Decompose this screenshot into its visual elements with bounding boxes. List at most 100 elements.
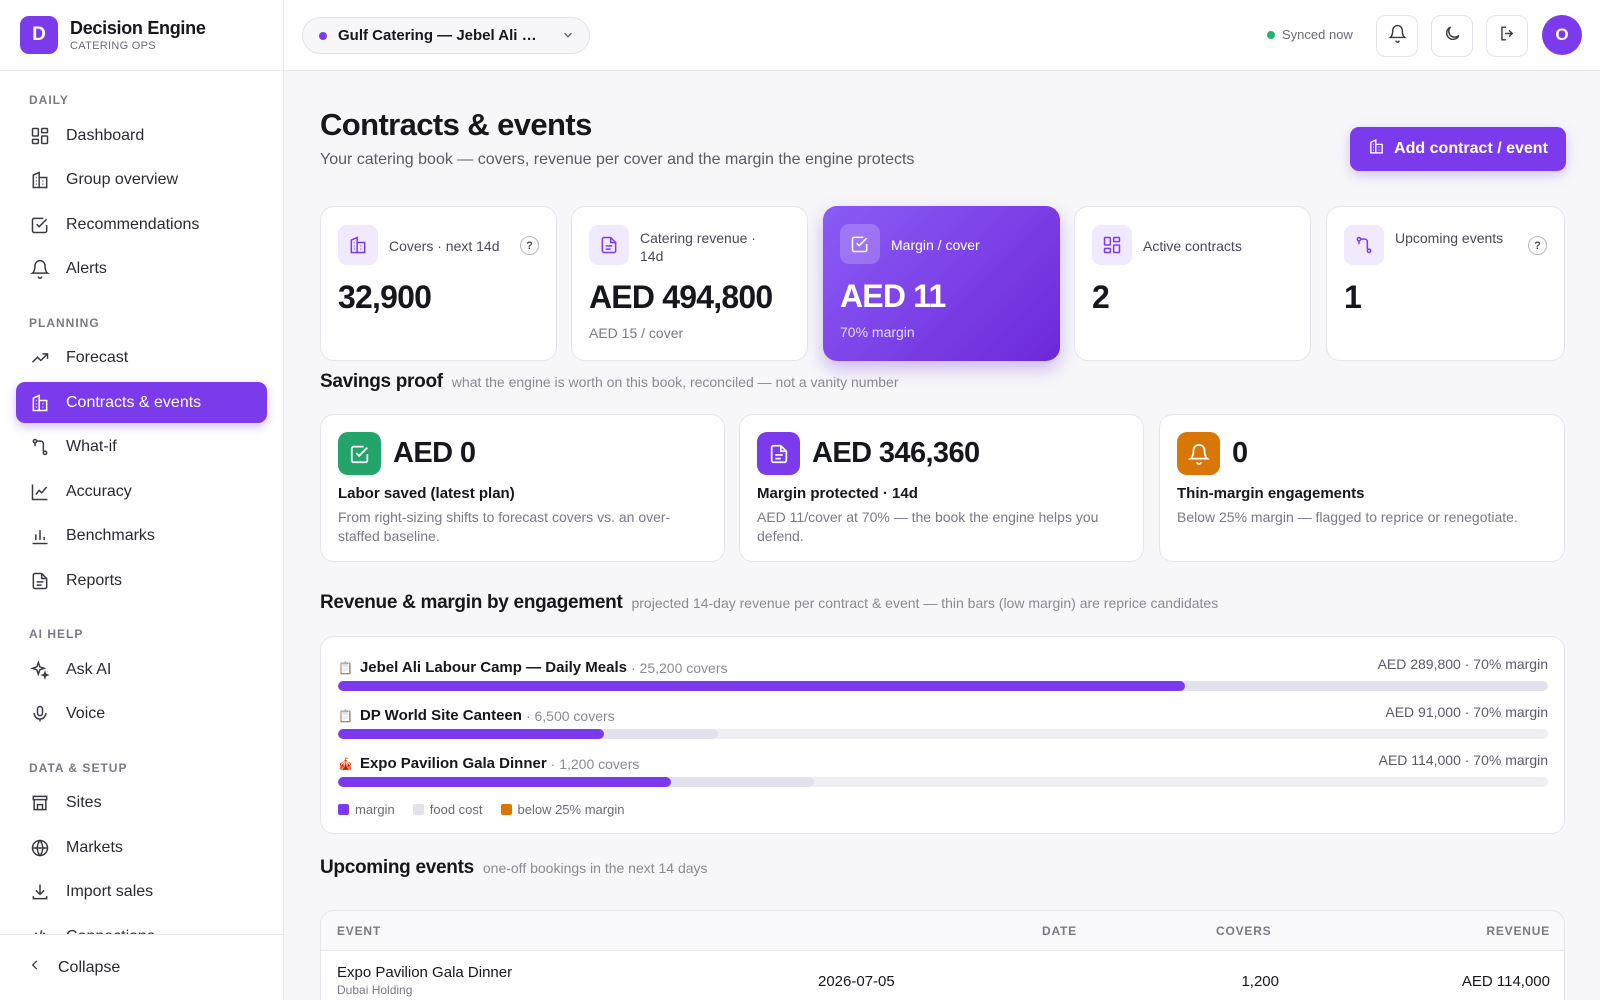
sidebar-item-benchmarks[interactable]: Benchmarks — [16, 516, 267, 557]
sidebar-item-label: Sites — [66, 794, 102, 811]
savings-desc: Below 25% margin — flagged to reprice or… — [1177, 509, 1518, 525]
savings-title: Labor saved (latest plan) — [338, 485, 515, 502]
revenue-row[interactable]: 📋 Jebel Ali Labour Camp — Daily Meals · … — [338, 656, 1548, 699]
brand-logo: D — [20, 16, 58, 54]
legend-label: margin — [355, 802, 395, 817]
clipboard-icon: 📋 — [338, 708, 353, 723]
engagement-revenue: AED 91,000 · 70% margin — [1385, 704, 1548, 720]
add-contract-event-button[interactable]: Add contract / event — [1350, 127, 1566, 171]
kpi-label: Margin / cover — [891, 237, 980, 253]
section-title: Savings proof — [320, 371, 443, 392]
kpi-label: Covers · next 14d — [389, 238, 500, 254]
column-header-revenue[interactable]: REVENUE — [1486, 924, 1550, 938]
engagement-name: DP World Site Canteen — [359, 707, 522, 724]
nav-section-planning: PLANNING — [29, 315, 100, 330]
kpi-value: AED 494,800 — [589, 279, 773, 315]
sidebar-item-label: Benchmarks — [66, 527, 155, 544]
savings-value: AED 346,360 — [812, 437, 980, 469]
chart-legend: margin food cost below 25% margin — [338, 802, 642, 817]
kpi-sub: 70% margin — [840, 324, 915, 340]
kpi-value: 2 — [1092, 279, 1110, 315]
savings-title: Margin protected · 14d — [757, 485, 918, 502]
sync-dot — [1267, 30, 1275, 39]
legend-swatch — [500, 804, 512, 815]
sidebar-item-label: What-if — [66, 438, 117, 455]
sidebar-item-label: Recommendations — [66, 215, 200, 233]
globe-icon — [29, 837, 51, 859]
column-header-covers[interactable]: COVERS — [1216, 924, 1272, 938]
engagement-covers: · 6,500 covers — [525, 707, 615, 724]
help-icon[interactable]: ? — [1528, 236, 1547, 255]
revenue-row[interactable]: 🎪 Expo Pavilion Gala Dinner · 1,200 cove… — [338, 752, 1548, 795]
sidebar-item-contracts-events[interactable]: Contracts & events — [16, 382, 267, 423]
legend-label: food cost — [429, 802, 483, 817]
sidebar-item-alerts[interactable]: Alerts — [16, 249, 267, 290]
site-name: Gulf Catering — Jebel Ali Camp — [338, 27, 544, 44]
site-selector[interactable]: Gulf Catering — Jebel Ali Camp — [302, 17, 590, 54]
table-row[interactable]: Expo Pavilion Gala Dinner Dubai Holding … — [321, 952, 1564, 1000]
revenue-row[interactable]: 📋 DP World Site Canteen · 6,500 covers A… — [338, 704, 1548, 747]
event-covers: 1,200 — [1241, 973, 1279, 990]
sidebar: D Decision Engine CATERING OPS DAILY Das… — [0, 0, 284, 1000]
notifications-button[interactable] — [1376, 15, 1418, 57]
theme-toggle-button[interactable] — [1431, 15, 1473, 57]
sync-status: Synced now — [1267, 27, 1353, 42]
engagement-revenue: AED 289,800 · 70% margin — [1377, 656, 1548, 672]
events-header: Upcoming events one-off bookings in the … — [320, 857, 708, 879]
kpi-margin-per-cover: Margin / cover AED 11 70% margin — [823, 206, 1060, 361]
brand[interactable]: D Decision Engine CATERING OPS — [0, 0, 283, 71]
building-icon — [29, 392, 51, 414]
download-icon — [29, 881, 51, 903]
column-header-date[interactable]: DATE — [1042, 924, 1077, 938]
engagement-revenue: AED 114,000 · 70% margin — [1378, 752, 1548, 768]
margin-bar — [338, 777, 672, 787]
bell-icon — [1387, 24, 1407, 48]
building-icon — [1368, 138, 1385, 160]
savings-value: 0 — [1232, 437, 1248, 469]
nav-section-data-setup: DATA & SETUP — [29, 760, 128, 775]
logout-button[interactable] — [1486, 15, 1528, 57]
branch-icon — [29, 436, 51, 458]
sidebar-item-group-overview[interactable]: Group overview — [16, 160, 267, 201]
brand-subtitle: CATERING OPS — [70, 40, 156, 52]
bell-icon — [29, 258, 51, 280]
sidebar-item-voice[interactable]: Voice — [16, 694, 267, 735]
add-button-label: Add contract / event — [1394, 140, 1548, 157]
sidebar-item-ask-ai[interactable]: Ask AI — [16, 649, 267, 690]
sidebar-item-dashboard[interactable]: Dashboard — [16, 115, 267, 156]
branch-icon — [1344, 225, 1384, 265]
sparkle-icon — [29, 659, 51, 681]
kpi-label: Catering revenue · 14d — [640, 230, 756, 264]
chevron-down-icon — [561, 28, 575, 46]
engagement-covers: · 1,200 covers — [550, 755, 640, 772]
sidebar-item-recommendations[interactable]: Recommendations — [16, 204, 267, 245]
collapse-button[interactable]: Collapse — [0, 934, 283, 1000]
avatar[interactable]: O — [1542, 15, 1582, 55]
engagement-covers: · 25,200 covers — [630, 659, 728, 676]
sidebar-item-markets[interactable]: Markets — [16, 827, 267, 868]
chevron-left-icon — [28, 958, 42, 977]
sidebar-item-label: Import sales — [66, 883, 154, 900]
mic-icon — [29, 703, 51, 725]
column-header-event[interactable]: EVENT — [337, 924, 382, 938]
bar-track — [338, 729, 1548, 739]
sidebar-item-label: Markets — [66, 838, 123, 856]
building-icon — [29, 169, 51, 191]
sidebar-item-what-if[interactable]: What-if — [16, 427, 267, 468]
sidebar-item-import-sales[interactable]: Import sales — [16, 872, 267, 913]
bell-icon — [1177, 432, 1220, 475]
section-note: one-off bookings in the next 14 days — [482, 860, 708, 876]
help-icon[interactable]: ? — [520, 236, 539, 255]
sidebar-item-label: Alerts — [66, 260, 107, 277]
kpi-sub: AED 15 / cover — [589, 325, 684, 341]
kpi-upcoming-events: Upcoming events ? 1 — [1326, 206, 1565, 361]
savings-header: Savings proof what the engine is worth o… — [320, 371, 899, 393]
check-square-icon — [338, 432, 381, 475]
page-title: Contracts & events — [320, 107, 592, 142]
sidebar-item-accuracy[interactable]: Accuracy — [16, 471, 267, 512]
revenue-chart: 📋 Jebel Ali Labour Camp — Daily Meals · … — [320, 636, 1565, 834]
kpi-label: Active contracts — [1143, 238, 1242, 254]
sidebar-item-reports[interactable]: Reports — [16, 560, 267, 601]
sidebar-item-sites[interactable]: Sites — [16, 783, 267, 824]
sidebar-item-forecast[interactable]: Forecast — [16, 338, 267, 379]
